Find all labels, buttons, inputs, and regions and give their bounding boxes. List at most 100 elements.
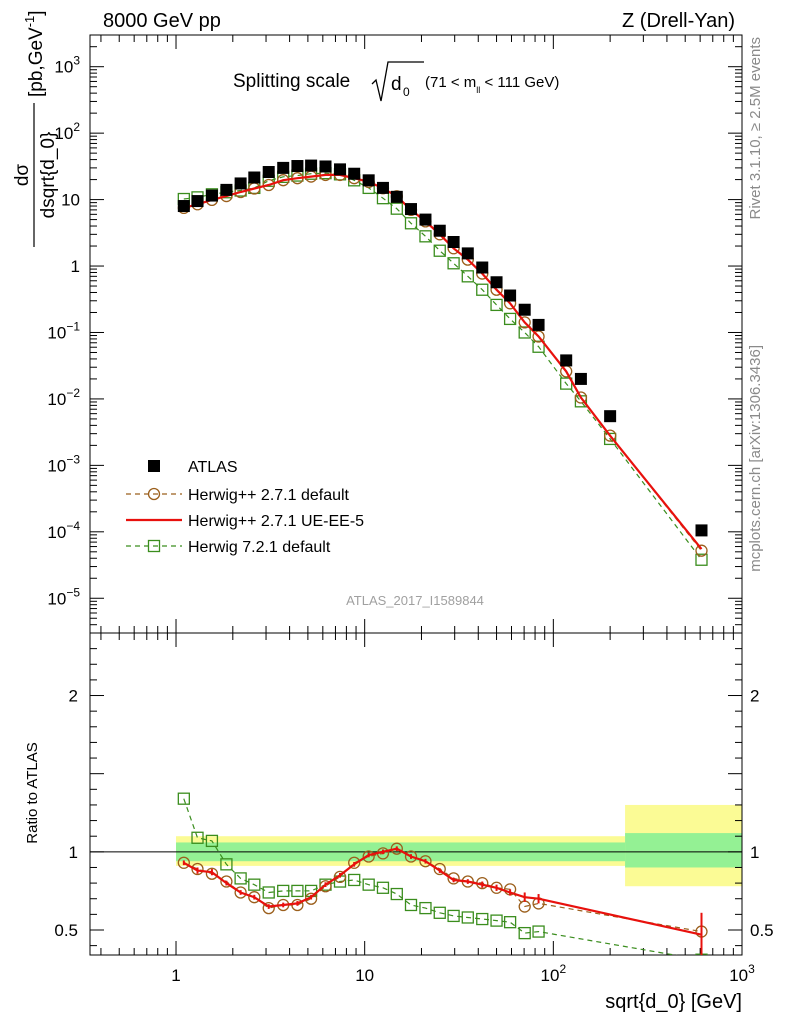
main-panel-series	[177, 159, 708, 566]
series-herwig-7-2-1-default-ratio-point	[234, 872, 247, 885]
ratio-band-inner-1	[625, 833, 742, 868]
ratio-y-tick-label-right: 2	[750, 687, 759, 706]
legend-label-0: ATLAS	[188, 459, 238, 476]
series-herwig-7-2-1-default-point	[390, 202, 403, 215]
series-atlas-point	[447, 236, 460, 249]
series-atlas-point	[305, 159, 318, 172]
series-herwig-7-2-1-default-point	[476, 283, 489, 296]
series-atlas-point	[262, 166, 275, 179]
series-atlas-point	[220, 183, 233, 196]
series-herwig-7-2-1-default-point	[461, 270, 474, 283]
series-atlas-point	[604, 410, 617, 423]
series-herwig-7-2-1-default-ratio-point	[532, 925, 545, 938]
series-atlas-point	[532, 318, 545, 331]
plot-title: Splitting scale d 0 (71 < mll < 111 GeV)	[233, 61, 559, 102]
series-herwig-2-7-1-default-ratio-point	[390, 842, 403, 855]
main-y-axis-label: dσ dsqrt{d_0} [pb,GeV-1]	[12, 10, 59, 247]
series-atlas-point	[476, 261, 489, 274]
ratio-panel-frame	[89, 632, 743, 956]
plot-title-root-sub: 0	[403, 85, 410, 99]
series-herwig-2-7-1-default-ratio-point	[262, 901, 275, 915]
collision-label: 8000 GeV pp	[103, 10, 221, 32]
series-atlas-point	[433, 224, 446, 237]
series-atlas-point	[277, 161, 290, 174]
ratio-y-axis-label: Ratio to ATLAS	[24, 742, 41, 843]
main-y-tick-label: 102	[54, 120, 80, 143]
ratio-panel-series	[177, 792, 708, 955]
series-herwig-7-2-1-default-ratio-point	[695, 953, 708, 955]
ylabel-numerator: dσ	[12, 164, 33, 187]
series-atlas-point	[518, 303, 531, 316]
series-atlas-point	[334, 163, 347, 176]
series-herwig-2-7-1-default-point	[695, 544, 708, 557]
series-atlas-point	[177, 200, 190, 213]
series-herwig-7-2-1-default-ratio-point	[262, 886, 275, 899]
series-herwig-2-7-1-default-ratio-point	[348, 856, 361, 869]
rivet-label: Rivet 3.1.10, ≥ 2.5M events	[747, 37, 764, 220]
series-atlas-point	[191, 195, 204, 208]
series-herwig-7-2-1-default-ratio-point	[248, 878, 261, 891]
series-herwig-2-7-1-default-ratio-point	[433, 862, 446, 876]
series-herwig-7-2-1-default-point	[503, 312, 517, 326]
series-atlas-point	[504, 289, 517, 302]
series-herwig-7-2-1-default-ratio-point	[362, 878, 375, 891]
series-atlas-point	[234, 177, 247, 190]
main-y-tick-label: 10	[61, 191, 80, 210]
series-herwig-7-2-1-default-ratio-point	[404, 898, 418, 912]
series-herwig-7-2-1-default-ratio-point	[291, 884, 304, 898]
series-herwig-7-2-1-default-point	[419, 230, 432, 243]
series-herwig-7-2-1-default-point	[695, 553, 708, 566]
series-herwig-7-2-1-default-ratio-point	[205, 834, 219, 848]
ratio-y-tick-label: 2	[69, 687, 78, 706]
legend-marker-3	[147, 539, 161, 553]
series-herwig-7-2-1-default-ratio-point	[390, 887, 403, 901]
series-atlas-point	[695, 524, 708, 537]
series-atlas-point	[291, 160, 304, 173]
series-herwig-7-2-1-default-ratio-point	[476, 912, 489, 926]
series-herwig-7-2-1-default-ratio-point	[518, 926, 531, 940]
series-herwig-2-7-1-default-point	[532, 330, 545, 343]
process-label: Z (Drell-Yan)	[622, 10, 735, 32]
plot-title-range: (71 < mll < 111 GeV)	[425, 74, 559, 95]
legend-marker-atlas	[148, 460, 160, 472]
legend-label-2: Herwig++ 2.7.1 UE-EE-5	[188, 513, 364, 530]
ratio-uncertainty-bands	[176, 804, 742, 887]
legend: ATLAS Herwig++ 2.7.1 default Herwig++ 2.7.…	[126, 459, 364, 556]
main-y-tick-label: 103	[54, 54, 80, 77]
series-atlas-point	[419, 213, 432, 226]
series-herwig-2-7-1-default-ratio-point	[319, 880, 332, 893]
legend-label-1: Herwig++ 2.7.1 default	[188, 487, 350, 504]
series-herwig-7-2-1-default-point	[433, 244, 446, 257]
series-herwig-7-2-1-default-point	[447, 257, 460, 270]
series-atlas-point	[362, 174, 375, 187]
series-herwig-2-7-1-default-ratio-point	[362, 850, 375, 863]
series-atlas-point	[574, 372, 587, 385]
series-herwig-7-2-1-default-ratio-point	[433, 906, 446, 919]
main-y-tick-label: 10−4	[47, 519, 80, 542]
series-herwig-7-2-1-default-ratio-point	[461, 911, 474, 924]
x-axis-label: sqrt{d_0} [GeV]	[605, 991, 742, 1013]
series-herwig-7-2-1-default-point	[603, 432, 617, 446]
series-atlas-point	[319, 160, 332, 173]
legend-label-3: Herwig 7.2.1 default	[188, 539, 331, 556]
main-y-tick-label: 10−1	[47, 319, 80, 342]
series-atlas-point	[490, 276, 503, 289]
ylabel-unit: [pb,GeV-1]	[22, 10, 47, 97]
series-herwig-7-2-1-default-ratio-point	[447, 909, 460, 923]
ratio-y-tick-label-right: 1	[750, 843, 759, 862]
series-atlas-point	[205, 189, 218, 202]
series-herwig-7-2-1-default-point	[560, 377, 573, 390]
main-y-tick-label: 10−3	[47, 452, 80, 475]
series-atlas-point	[560, 354, 573, 367]
series-herwig-2-7-1-ue-ee-5-line	[183, 173, 703, 550]
series-herwig-2-7-1-default-ratio-point	[419, 855, 432, 868]
analysis-id: ATLAS_2017_I1589844	[346, 593, 484, 608]
series-herwig-7-2-1-default-point	[490, 298, 503, 312]
series-herwig-2-7-1-default-ratio-point	[220, 875, 233, 888]
x-tick-label: 103	[729, 962, 755, 985]
series-herwig-2-7-1-default-ratio-point	[205, 867, 219, 880]
series-herwig-7-2-1-default-line	[183, 172, 702, 561]
series-herwig-7-2-1-default-ratio-line	[183, 798, 678, 955]
series-herwig-7-2-1-default-ratio-point	[348, 873, 361, 887]
series-herwig-2-7-1-default-ratio-point	[447, 872, 460, 885]
